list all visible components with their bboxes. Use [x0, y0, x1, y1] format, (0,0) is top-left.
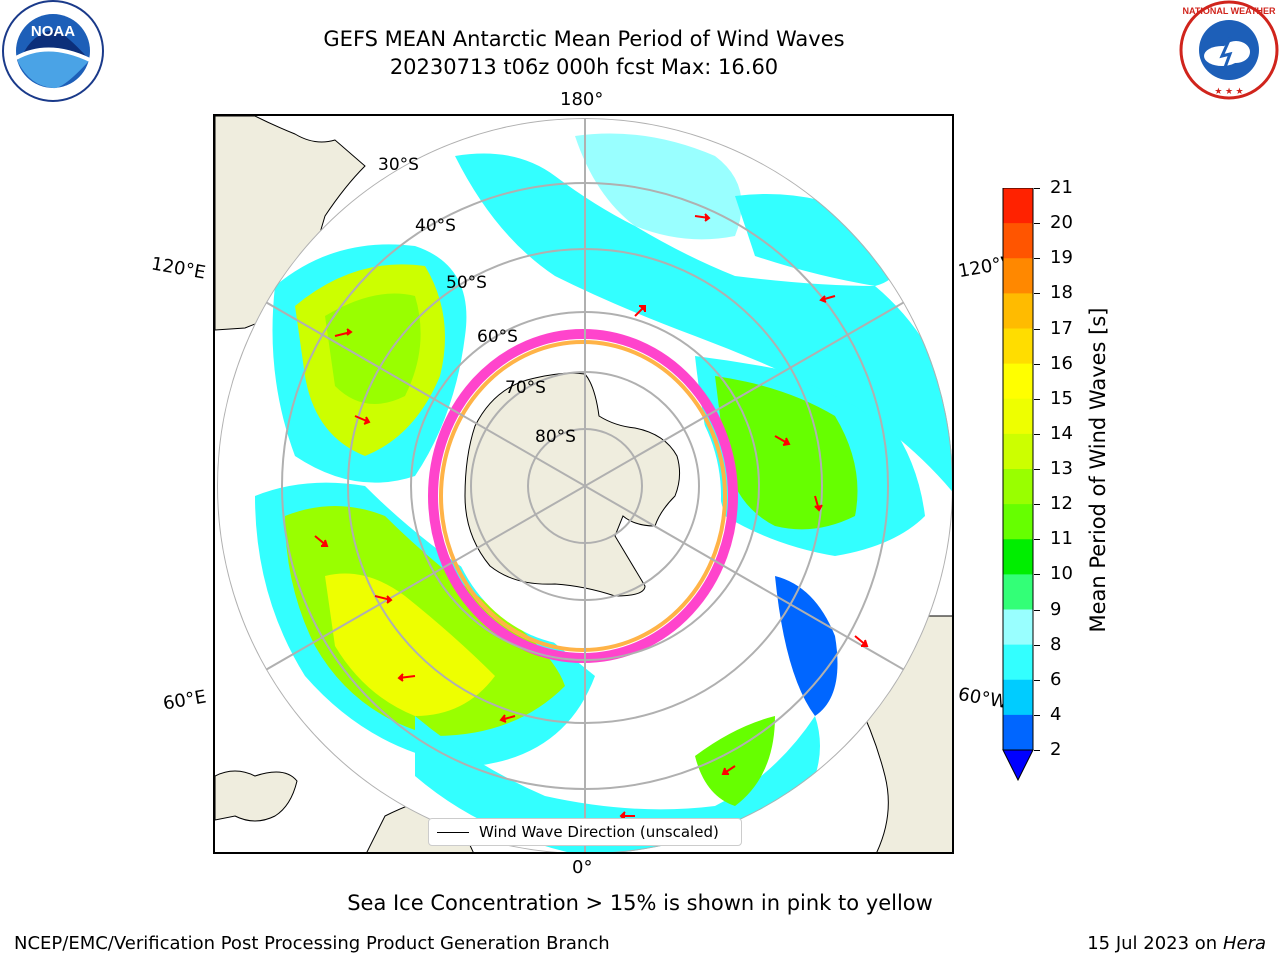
- colorbar-tick-label: 20: [1050, 212, 1073, 234]
- lat-label-50s: 50°S: [446, 273, 487, 293]
- nws-logo: NATIONAL WEATHER ★ ★ ★: [1178, 0, 1280, 102]
- sea-ice-note: Sea Ice Concentration > 15% is shown in …: [347, 891, 933, 915]
- colorbar-segment: [1003, 644, 1033, 681]
- lat-label-80s: 80°S: [535, 427, 576, 447]
- colorbar-segment: [1003, 293, 1033, 329]
- colorbar-segment: [1003, 328, 1033, 365]
- colorbar-svg: [1002, 187, 1034, 782]
- colorbar-segment: [1003, 609, 1033, 646]
- colorbar-tick-label: 18: [1050, 282, 1073, 304]
- colorbar-tick-label: 10: [1050, 563, 1073, 585]
- map-legend: Wind Wave Direction (unscaled): [428, 818, 742, 846]
- colorbar-tick-mark: [1034, 469, 1040, 470]
- colorbar-tick-mark: [1034, 750, 1040, 751]
- lat-label-60s: 60°S: [477, 327, 518, 347]
- credit-date: 15 Jul 2023 on: [1087, 933, 1223, 954]
- credit-right: 15 Jul 2023 on Hera: [1087, 933, 1266, 954]
- colorbar-tick-mark: [1034, 258, 1040, 260]
- colorbar-tick-mark: [1034, 539, 1040, 541]
- colorbar-tick-mark: [1034, 223, 1040, 225]
- land-africa: [215, 770, 298, 822]
- svg-text:NATIONAL WEATHER: NATIONAL WEATHER: [1183, 6, 1276, 16]
- lon-label-60e: 60°E: [161, 686, 208, 715]
- chart-title: GEFS MEAN Antarctic Mean Period of Wind …: [323, 27, 845, 51]
- colorbar-segment: [1003, 714, 1033, 751]
- colorbar-tick-mark: [1034, 574, 1040, 576]
- colorbar: [1002, 187, 1034, 782]
- lat-label-30s: 30°S: [378, 155, 419, 175]
- colorbar-tick-label: 2: [1050, 739, 1062, 760]
- colorbar-segment: [1003, 679, 1033, 716]
- colorbar-tick-label: 12: [1050, 493, 1073, 515]
- colorbar-segment: [1003, 398, 1033, 435]
- colorbar-tick-mark: [1034, 293, 1040, 295]
- lon-label-180: 180°: [560, 89, 604, 110]
- colorbar-tick-mark: [1034, 363, 1040, 365]
- colorbar-tick-label: 6: [1050, 668, 1062, 690]
- colorbar-tick-label: 13: [1050, 458, 1073, 479]
- colorbar-segment: [1003, 258, 1033, 294]
- lat-label-40s: 40°S: [415, 216, 456, 236]
- noaa-logo: NOAA: [2, 0, 104, 102]
- colorbar-segment: [1003, 363, 1033, 400]
- colorbar-tick-mark: [1034, 679, 1040, 681]
- lat-label-70s: 70°S: [505, 378, 546, 398]
- sea-ice-inner: [439, 340, 727, 652]
- wind-wave-arrows: [314, 213, 869, 821]
- colorbar-tick-label: 11: [1050, 528, 1073, 550]
- credit-left: NCEP/EMC/Verification Post Processing Pr…: [14, 933, 610, 954]
- graticule: [217, 118, 952, 852]
- colorbar-segment: [1003, 574, 1033, 610]
- colorbar-tick-label: 16: [1050, 352, 1073, 374]
- colorbar-segment: [1003, 504, 1033, 540]
- colorbar-segment: [1003, 188, 1033, 224]
- colorbar-title: Mean Period of Wind Waves [s]: [1086, 307, 1110, 633]
- legend-line-icon: [437, 831, 469, 833]
- colorbar-segment: [1003, 433, 1033, 470]
- svg-text:★ ★ ★: ★ ★ ★: [1214, 86, 1243, 96]
- colorbar-tick-label: 9: [1050, 598, 1062, 620]
- colorbar-tick-label: 17: [1050, 317, 1073, 339]
- colorbar-tick-mark: [1034, 433, 1040, 435]
- lon-label-120e: 120°E: [149, 253, 208, 284]
- credit-machine: Hera: [1222, 933, 1266, 954]
- colorbar-tick-mark: [1034, 644, 1040, 646]
- colorbar-segment: [1003, 469, 1033, 505]
- colorbar-tick-mark: [1034, 504, 1040, 506]
- colorbar-tick-label: 8: [1050, 633, 1062, 655]
- colorbar-tick-mark: [1034, 328, 1040, 330]
- noaa-logo-text: NOAA: [31, 23, 75, 40]
- colorbar-segment: [1003, 223, 1033, 259]
- colorbar-segment: [1003, 539, 1033, 575]
- legend-label: Wind Wave Direction (unscaled): [479, 823, 719, 841]
- colorbar-tick-label: 4: [1050, 703, 1062, 725]
- colorbar-tick-mark: [1034, 714, 1040, 716]
- colorbar-tick-mark: [1034, 398, 1040, 400]
- colorbar-tick-label: 15: [1050, 387, 1073, 409]
- colorbar-tick-label: 21: [1050, 177, 1073, 198]
- colorbar-tick-mark: [1034, 609, 1040, 611]
- map-svg: 30°S 40°S 50°S 60°S 70°S 80°S: [215, 116, 952, 852]
- colorbar-tick-label: 19: [1050, 247, 1073, 269]
- sea-ice-edge: [428, 329, 738, 663]
- colorbar-ticks: 21 20 19 18 17 16 15 14 13 12 11 10 9 8 6 4 2: [1034, 177, 1100, 788]
- chart-subtitle: 20230713 t06z 000h fcst Max: 16.60: [389, 55, 779, 79]
- map-panel: 30°S 40°S 50°S 60°S 70°S 80°S: [213, 114, 954, 854]
- lon-label-0: 0°: [572, 857, 593, 878]
- colorbar-tick-mark: [1034, 188, 1040, 189]
- colorbar-extend-triangle: [1002, 749, 1034, 782]
- colorbar-tick-label: 14: [1050, 422, 1073, 444]
